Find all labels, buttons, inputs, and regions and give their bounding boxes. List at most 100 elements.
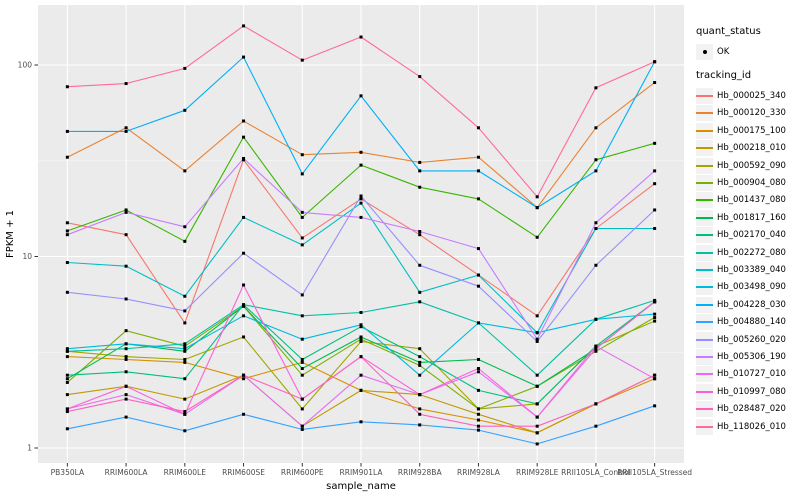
series-color-key-icon (696, 383, 713, 400)
series-color-key-icon (696, 88, 713, 105)
legend-item-Hb_003498_090: Hb_003498_090 (696, 279, 800, 296)
data-point (124, 355, 128, 359)
data-point (300, 357, 304, 361)
data-point (535, 339, 539, 343)
data-point (183, 239, 187, 243)
data-point (653, 300, 657, 304)
data-point (653, 373, 657, 377)
legend-item-label: Hb_000025_340 (717, 91, 786, 102)
data-point (124, 126, 128, 130)
data-point (359, 355, 363, 359)
legend-item-label: Hb_000592_090 (717, 160, 786, 171)
data-point (359, 150, 363, 154)
legend-item-Hb_010997_080: Hb_010997_080 (696, 383, 800, 400)
series-color-key-icon (696, 401, 713, 418)
tracking-id-items: Hb_000025_340 Hb_000120_330 Hb_000175_100 H… (696, 87, 800, 435)
data-point (476, 412, 480, 416)
data-point (65, 407, 69, 411)
data-point (65, 221, 69, 225)
data-point (535, 442, 539, 446)
data-point (183, 377, 187, 381)
series-color-key-icon (696, 279, 713, 296)
chart-legend: quant_status OK tracking_id Hb_000025_34… (696, 26, 800, 445)
data-point (124, 370, 128, 374)
legend-item-label: Hb_002272_080 (717, 247, 786, 258)
data-point (418, 233, 422, 237)
x-tick-label: RRIM928LA (457, 468, 501, 477)
x-tick-label: RRII105LA_Stressed (617, 468, 692, 477)
data-point (594, 344, 598, 348)
ok-point-icon (696, 43, 713, 60)
data-point (65, 347, 69, 351)
data-point (124, 342, 128, 346)
legend-item-Hb_002272_080: Hb_002272_080 (696, 244, 800, 261)
data-point (65, 355, 69, 359)
data-point (65, 129, 69, 133)
data-point (124, 397, 128, 401)
data-point (359, 163, 363, 167)
data-point (300, 407, 304, 411)
legend-item-label: Hb_002170_040 (717, 230, 786, 241)
data-point (653, 141, 657, 145)
legend-item-Hb_000904_080: Hb_000904_080 (696, 174, 800, 192)
data-point (535, 431, 539, 435)
data-point (418, 160, 422, 164)
data-point (418, 230, 422, 234)
data-point (359, 339, 363, 343)
data-point (359, 215, 363, 219)
legend-item-Hb_004880_140: Hb_004880_140 (696, 313, 800, 331)
data-point (183, 347, 187, 351)
data-point (594, 158, 598, 162)
data-point (242, 24, 246, 28)
data-point (124, 347, 128, 351)
legend-item-label: Hb_000218_010 (717, 143, 786, 154)
series-color-key-icon (696, 331, 713, 348)
data-point (476, 424, 480, 428)
legend-item-label: Hb_003389_040 (717, 264, 786, 275)
x-tick-label: RRIM600LA (105, 468, 149, 477)
data-point (359, 197, 363, 201)
series-color-key-icon (696, 227, 713, 244)
data-point (418, 363, 422, 367)
legend-item-ok: OK (696, 43, 800, 60)
legend-item-Hb_004228_030: Hb_004228_030 (696, 296, 800, 313)
data-point (476, 155, 480, 159)
data-point (653, 377, 657, 381)
series-color-key-icon (696, 348, 713, 365)
data-point (183, 412, 187, 416)
data-point (594, 263, 598, 267)
data-point (183, 169, 187, 173)
data-point (418, 185, 422, 189)
legend-item-label: Hb_003498_090 (717, 282, 786, 293)
series-color-key-icon (696, 418, 713, 435)
data-point (242, 215, 246, 219)
data-point (65, 380, 69, 384)
data-point (418, 290, 422, 294)
data-point (476, 407, 480, 411)
data-point (535, 402, 539, 406)
data-point (653, 169, 657, 173)
series-color-key-icon (696, 209, 713, 226)
legend-item-label: Hb_005306_190 (717, 351, 786, 362)
y-tick-label: 100 (18, 61, 33, 70)
legend-item-label: OK (717, 46, 730, 57)
data-point (242, 377, 246, 381)
data-point (418, 360, 422, 364)
legend-item-Hb_003389_040: Hb_003389_040 (696, 261, 800, 278)
data-point (242, 314, 246, 318)
data-point (183, 225, 187, 229)
data-point (594, 317, 598, 321)
data-point (594, 221, 598, 225)
data-point (476, 273, 480, 277)
data-point (65, 377, 69, 381)
data-point (65, 233, 69, 237)
data-point (183, 321, 187, 325)
data-point (535, 235, 539, 239)
data-point (183, 410, 187, 414)
data-point (359, 201, 363, 205)
legend-item-label: Hb_000175_100 (717, 125, 786, 136)
data-point (359, 94, 363, 98)
data-point (65, 290, 69, 294)
data-point (183, 397, 187, 401)
data-point (418, 347, 422, 351)
